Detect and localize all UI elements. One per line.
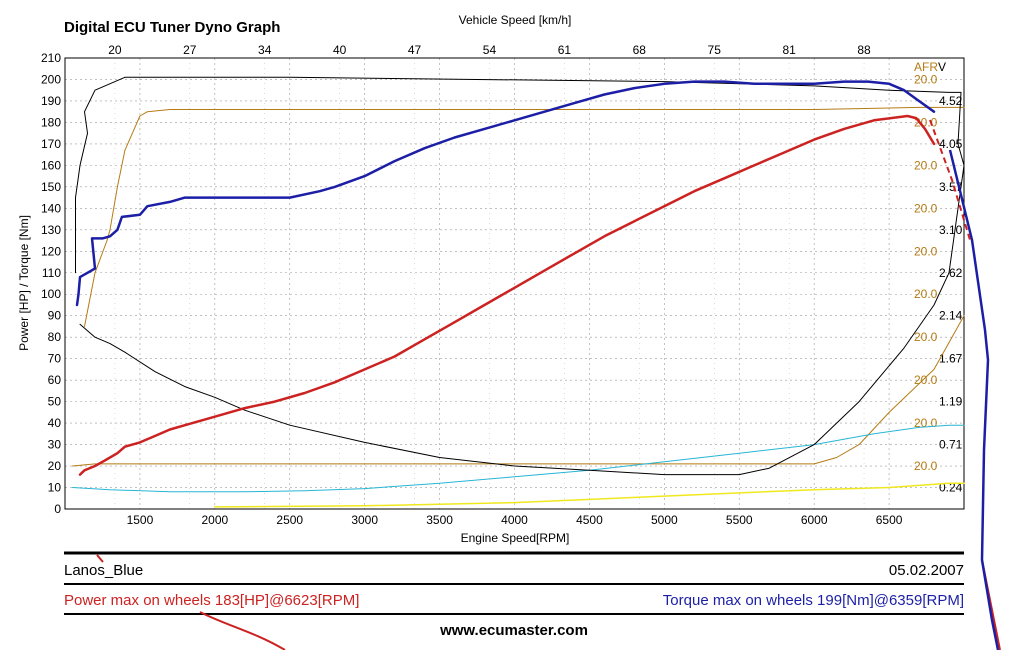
- y-tick-label: 60: [48, 373, 62, 387]
- power-overflow-stroke-top: [96, 554, 104, 563]
- x-tick-label: 3000: [351, 513, 378, 527]
- y-tick-label: 150: [41, 180, 61, 194]
- y-tick-label: 10: [48, 481, 62, 495]
- plot-frame: [64, 57, 965, 510]
- afr-tick-label: 20.0: [914, 201, 938, 215]
- x-tick-label: 4500: [576, 513, 603, 527]
- power-max-text: Power max on wheels 183[HP]@6623[RPM]: [64, 592, 359, 609]
- y-tick-label: 70: [48, 352, 62, 366]
- voltage-tick-label: 3.10: [939, 223, 963, 237]
- y-tick-label: 210: [41, 51, 61, 65]
- y-axis-label: Power [HP] / Torque [Nm]: [17, 215, 31, 351]
- y-tick-label: 90: [48, 309, 62, 323]
- speed-tick-label: 88: [857, 43, 871, 57]
- x-tick-label: 2500: [276, 513, 303, 527]
- y-tick-label: 140: [41, 201, 61, 215]
- power-tail-dash: [929, 119, 971, 241]
- y-tick-label: 200: [41, 72, 61, 86]
- x-axis-label: Engine Speed[RPM]: [461, 531, 570, 545]
- speed-tick-label: 75: [708, 43, 722, 57]
- y-tick-label: 50: [48, 395, 62, 409]
- voltage-tick-label: 0.71: [939, 438, 963, 452]
- afr-tick-label: 20.0: [914, 287, 938, 301]
- x-tick-label: 6500: [876, 513, 903, 527]
- yellow-curve: [214, 482, 965, 508]
- speed-tick-label: 20: [108, 43, 122, 57]
- voltage-tick-label: 1.67: [939, 352, 963, 366]
- afr-curve: [84, 106, 965, 327]
- y-tick-label: 190: [41, 94, 61, 108]
- torque-tail-stroke: [948, 149, 1000, 650]
- cyan-curve: [72, 424, 965, 493]
- speed-tick-label: 68: [633, 43, 647, 57]
- y-tick-label: 180: [41, 115, 61, 129]
- power-curve: [78, 114, 936, 476]
- speed-tick-label: 47: [408, 43, 422, 57]
- voltage-tick-label: 3.57: [939, 180, 963, 194]
- black-frame-curve: [75, 76, 965, 274]
- y-tick-label: 20: [48, 459, 62, 473]
- car-name: Lanos_Blue: [64, 562, 143, 579]
- afr-tick-label: 20.0: [914, 244, 938, 258]
- x-tick-label: 6000: [801, 513, 828, 527]
- x-tick-label: 5000: [651, 513, 678, 527]
- y-tick-label: 120: [41, 244, 61, 258]
- tick-labels: 0 10 20 30 40 50 60 70 80 90 100 110 120 130 140 150 160…: [41, 43, 963, 527]
- afr-tick-label: 20.0: [914, 72, 938, 86]
- y-tick-label: 110: [42, 266, 61, 280]
- x-tick-label: 3500: [426, 513, 453, 527]
- speed-tick-label: 34: [258, 43, 272, 57]
- v-axis-label: V: [938, 60, 946, 74]
- top-axis-label: Vehicle Speed [km/h]: [459, 13, 572, 27]
- grid: [65, 58, 964, 509]
- afr-tick-label: 20.0: [914, 330, 938, 344]
- x-tick-label: 2000: [201, 513, 228, 527]
- torque-curve: [75, 80, 936, 307]
- afr-tick-label: 20.0: [914, 115, 938, 129]
- y-tick-label: 130: [41, 223, 61, 237]
- speed-tick-label: 61: [558, 43, 572, 57]
- afr-tick-label: 20.0: [914, 373, 938, 387]
- voltage-tick-label: 1.19: [939, 395, 963, 409]
- afr-axis-label: AFR: [914, 60, 938, 74]
- power-overflow-stroke: [199, 611, 286, 650]
- website-link[interactable]: www.ecumaster.com: [439, 622, 588, 639]
- black-line-curve: [79, 272, 950, 476]
- y-tick-label: 0: [54, 502, 61, 516]
- chart-title: Digital ECU Tuner Dyno Graph: [64, 19, 280, 36]
- series-lines: [72, 76, 965, 508]
- torque-max-text: Torque max on wheels 199[Nm]@6359[RPM]: [663, 592, 964, 609]
- voltage-tick-label: 4.05: [939, 137, 963, 151]
- afr-tick-label: 20.0: [914, 158, 938, 172]
- y-tick-label: 160: [41, 158, 61, 172]
- speed-tick-label: 27: [183, 43, 197, 57]
- y-tick-label: 80: [48, 330, 62, 344]
- speed-tick-label: 40: [333, 43, 347, 57]
- x-tick-label: 4000: [501, 513, 528, 527]
- y-tick-label: 100: [41, 287, 61, 301]
- x-tick-label: 5500: [726, 513, 753, 527]
- test-date: 05.02.2007: [889, 562, 964, 579]
- y-tick-label: 30: [48, 438, 62, 452]
- y-tick-label: 170: [41, 137, 61, 151]
- y-tick-label: 40: [48, 416, 62, 430]
- afr-low-curve: [72, 315, 965, 467]
- voltage-tick-label: 2.62: [939, 266, 963, 280]
- speed-tick-label: 54: [483, 43, 497, 57]
- x-tick-label: 1500: [127, 513, 154, 527]
- voltage-tick-label: 4.52: [939, 94, 963, 108]
- speed-tick-label: 81: [782, 43, 796, 57]
- afr-tick-label: 20.0: [914, 459, 938, 473]
- voltage-tick-label: 2.14: [939, 309, 963, 323]
